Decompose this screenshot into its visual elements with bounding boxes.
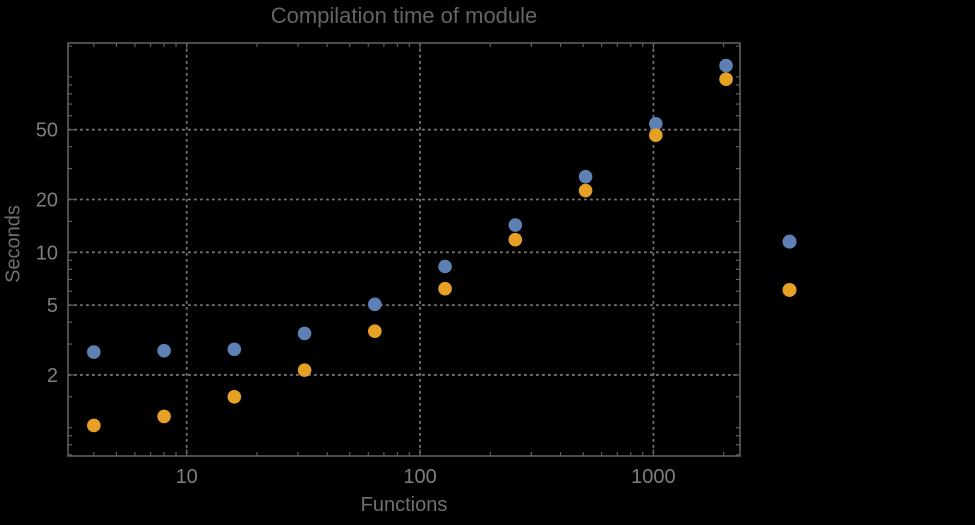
x-tick-label-10: 10 xyxy=(176,466,198,488)
series-blue-point xyxy=(157,343,171,358)
series-orange-point xyxy=(297,363,312,377)
series-orange-point xyxy=(578,183,593,198)
series-orange-point xyxy=(227,390,242,404)
series-orange-point xyxy=(438,281,452,296)
series-blue-point xyxy=(368,297,382,312)
plot-frame xyxy=(67,42,741,457)
series-blue-point xyxy=(649,117,663,131)
series-orange-point xyxy=(87,418,101,433)
series-blue-point xyxy=(578,169,593,184)
y-tick-label-10: 10 xyxy=(36,242,58,264)
y-tick-label-2: 2 xyxy=(47,365,58,387)
x-axis-label: Functions xyxy=(360,494,448,516)
series-orange-point xyxy=(508,232,523,247)
x-tick-label-100: 100 xyxy=(403,466,436,488)
series-blue-point xyxy=(508,218,523,232)
series-orange-point xyxy=(368,324,382,339)
y-tick-label-5: 5 xyxy=(47,295,58,317)
legend-marker-orange xyxy=(782,282,797,297)
series-blue-point xyxy=(87,345,101,359)
series-orange-point xyxy=(649,128,663,143)
series-blue-point xyxy=(438,259,452,274)
series-blue-point xyxy=(297,326,312,341)
chart-title: Compilation time of module xyxy=(270,3,538,28)
series-orange-point xyxy=(719,72,733,86)
x-tick-label-1000: 1000 xyxy=(631,466,676,488)
legend-marker-blue xyxy=(782,234,797,249)
y-tick-label-50: 50 xyxy=(36,120,58,142)
series-blue-point xyxy=(719,58,733,73)
series-orange-point xyxy=(157,409,171,424)
series-blue-point xyxy=(227,342,242,357)
y-tick-label-20: 20 xyxy=(36,189,58,211)
